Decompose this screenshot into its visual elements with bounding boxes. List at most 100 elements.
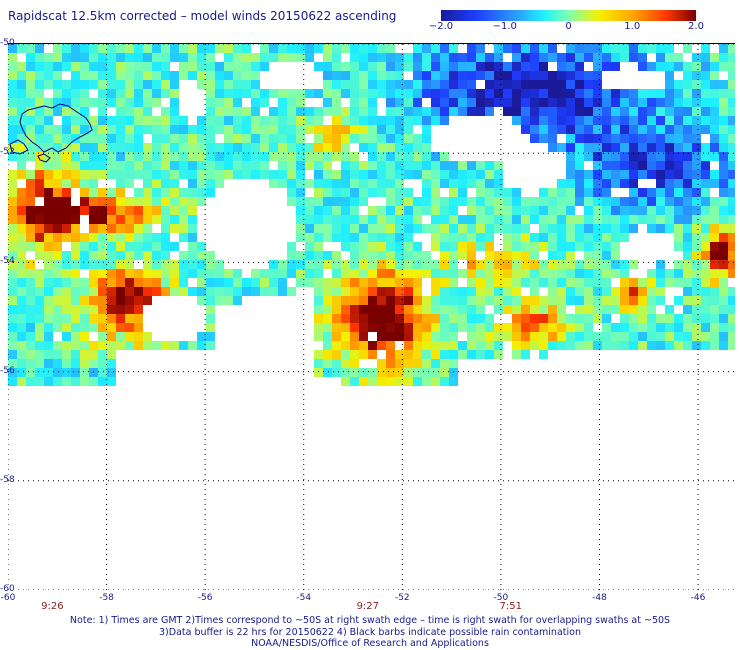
wind-cell — [620, 224, 629, 233]
wind-cell — [350, 350, 359, 359]
wind-cell — [638, 116, 647, 125]
wind-cell — [602, 215, 611, 224]
latitude-label: -60 — [0, 584, 15, 594]
wind-cell — [575, 44, 584, 53]
wind-cell — [476, 278, 485, 287]
wind-cell — [458, 170, 467, 179]
wind-cell — [440, 98, 449, 107]
wind-cell — [98, 71, 107, 80]
wind-cell — [323, 134, 332, 143]
wind-cell — [143, 170, 152, 179]
wind-cell — [197, 278, 206, 287]
wind-cell — [332, 341, 341, 350]
wind-cell — [143, 296, 152, 305]
wind-cell — [26, 206, 35, 215]
wind-cell — [710, 179, 719, 188]
wind-cell — [125, 278, 134, 287]
wind-cell — [170, 53, 179, 62]
wind-cell — [125, 224, 134, 233]
wind-cell — [161, 125, 170, 134]
wind-cell — [350, 89, 359, 98]
wind-cell — [584, 233, 593, 242]
wind-cell — [620, 278, 629, 287]
wind-cell — [350, 125, 359, 134]
wind-cell — [179, 278, 188, 287]
wind-cell — [116, 341, 125, 350]
wind-cell — [593, 305, 602, 314]
wind-cell — [89, 305, 98, 314]
wind-cell — [431, 53, 440, 62]
wind-cell — [296, 170, 305, 179]
wind-cell — [206, 314, 215, 323]
wind-cell — [314, 323, 323, 332]
wind-cell — [530, 125, 539, 134]
wind-cell — [71, 350, 80, 359]
wind-cell — [620, 89, 629, 98]
wind-cell — [17, 314, 26, 323]
wind-cell — [476, 62, 485, 71]
wind-cell — [485, 62, 494, 71]
wind-cell — [395, 278, 404, 287]
wind-cell — [107, 332, 116, 341]
wind-cell — [638, 197, 647, 206]
wind-cell — [197, 53, 206, 62]
wind-cell — [215, 98, 224, 107]
wind-cell — [134, 215, 143, 224]
wind-cell — [629, 170, 638, 179]
wind-cell — [701, 224, 710, 233]
wind-cell — [98, 62, 107, 71]
wind-cell — [476, 215, 485, 224]
wind-cell — [17, 89, 26, 98]
wind-cell — [53, 179, 62, 188]
wind-cell — [17, 107, 26, 116]
wind-cell — [107, 44, 116, 53]
wind-cell — [233, 116, 242, 125]
wind-cell — [575, 53, 584, 62]
wind-cell — [8, 143, 17, 152]
wind-cell — [89, 197, 98, 206]
wind-cell — [35, 233, 44, 242]
wind-cell — [575, 98, 584, 107]
wind-cell — [404, 287, 413, 296]
wind-cell — [602, 278, 611, 287]
wind-cell — [359, 170, 368, 179]
wind-cell — [242, 161, 251, 170]
wind-cell — [413, 170, 422, 179]
wind-cell — [719, 251, 728, 260]
wind-cell — [485, 188, 494, 197]
wind-cell — [440, 296, 449, 305]
wind-cell — [116, 323, 125, 332]
wind-cell — [305, 242, 314, 251]
wind-cell — [395, 350, 404, 359]
wind-cell — [359, 161, 368, 170]
wind-cell — [44, 98, 53, 107]
wind-cell — [377, 341, 386, 350]
wind-cell — [404, 323, 413, 332]
longitude-label: -50 — [493, 593, 509, 603]
wind-cell — [386, 377, 395, 386]
wind-cell — [206, 116, 215, 125]
wind-cell — [26, 107, 35, 116]
wind-cell — [593, 116, 602, 125]
wind-cell — [530, 341, 539, 350]
wind-cell — [377, 125, 386, 134]
wind-cell — [233, 62, 242, 71]
wind-cell — [593, 125, 602, 134]
wind-cell — [521, 53, 530, 62]
wind-cell — [710, 152, 719, 161]
wind-cell — [161, 53, 170, 62]
wind-cell — [413, 215, 422, 224]
wind-cell — [143, 107, 152, 116]
wind-cell — [332, 98, 341, 107]
wind-cell — [728, 179, 737, 188]
wind-cell — [620, 287, 629, 296]
wind-cell — [8, 134, 17, 143]
wind-cell — [134, 80, 143, 89]
wind-cell — [422, 359, 431, 368]
wind-cell — [449, 269, 458, 278]
wind-cell — [62, 368, 71, 377]
wind-cell — [377, 53, 386, 62]
wind-cell — [692, 278, 701, 287]
wind-cell — [332, 71, 341, 80]
wind-cell — [44, 269, 53, 278]
